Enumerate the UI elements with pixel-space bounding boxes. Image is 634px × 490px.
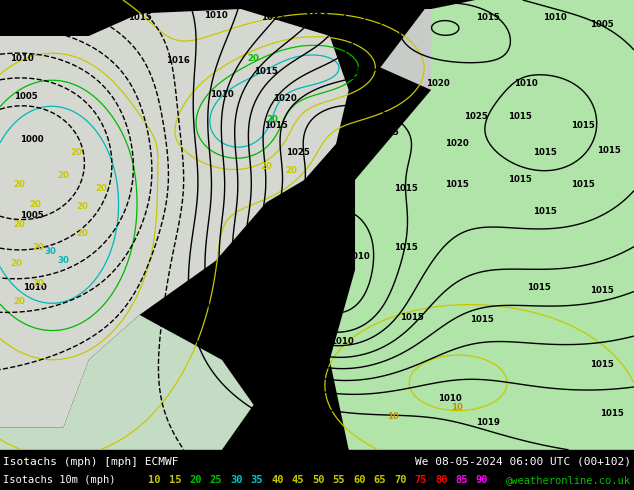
Text: 1015: 1015 [273,333,297,342]
Text: 20: 20 [96,184,107,194]
Polygon shape [330,0,634,450]
Text: 30: 30 [45,247,56,256]
Text: 1025: 1025 [286,148,310,157]
Text: 20: 20 [13,220,25,229]
Text: 1010: 1010 [438,393,462,403]
Text: 1010: 1010 [10,54,34,63]
Text: 1010: 1010 [204,11,228,20]
Text: 1020: 1020 [286,247,310,256]
Text: 1015: 1015 [533,148,557,157]
Text: 1020: 1020 [229,266,253,274]
Polygon shape [0,9,349,427]
Text: 20: 20 [32,279,44,288]
Text: 80: 80 [435,475,448,485]
Text: 1020: 1020 [330,216,354,225]
Text: 60: 60 [353,475,365,485]
Text: 30: 30 [230,475,242,485]
Text: 10: 10 [387,412,399,420]
Text: 1015: 1015 [400,313,424,321]
Text: 1030: 1030 [381,14,405,23]
Text: 30: 30 [58,256,69,266]
Text: 1015: 1015 [127,14,152,23]
Text: 1025: 1025 [330,180,354,189]
Text: 20: 20 [10,259,22,268]
Text: 1010: 1010 [346,252,370,261]
Text: 20: 20 [267,115,278,123]
Text: 20: 20 [70,148,82,157]
Text: 1015: 1015 [600,409,624,418]
Text: 1016: 1016 [165,56,190,65]
Text: 1000: 1000 [20,135,44,144]
Text: 1015: 1015 [470,315,494,324]
Text: 75: 75 [415,475,427,485]
Text: 1015: 1015 [394,243,418,252]
Text: 55: 55 [332,475,345,485]
Text: 1010: 1010 [305,14,329,23]
Text: 20: 20 [13,297,25,306]
Text: 1015: 1015 [26,23,50,31]
Text: 50: 50 [312,475,325,485]
Text: 1005: 1005 [20,211,44,220]
Text: 1015: 1015 [292,274,316,283]
Text: 20: 20 [261,162,272,171]
Text: 85: 85 [455,475,468,485]
Polygon shape [380,9,476,90]
Text: 1025: 1025 [267,202,291,211]
Text: 25: 25 [209,475,222,485]
Text: 1015: 1015 [597,146,621,155]
Text: 1015: 1015 [444,180,469,189]
Text: 1015: 1015 [254,68,278,76]
Text: 20: 20 [58,171,69,180]
Text: 1025: 1025 [343,68,367,76]
Text: 10: 10 [148,475,160,485]
Text: 1010: 1010 [514,79,538,88]
Text: 1019: 1019 [476,418,500,427]
Text: 1015: 1015 [571,122,595,130]
Text: 20: 20 [286,167,297,175]
Text: 1010: 1010 [543,14,567,23]
Text: 1015: 1015 [590,360,614,369]
Text: 10: 10 [451,403,462,412]
Text: 45: 45 [292,475,304,485]
Text: 1010: 1010 [210,90,234,99]
Text: 20: 20 [13,180,25,189]
Text: 20: 20 [189,475,202,485]
Text: 1020: 1020 [444,140,469,148]
Text: Isotachs 10m (mph): Isotachs 10m (mph) [3,475,115,485]
Text: 1015: 1015 [394,184,418,194]
Text: 1015: 1015 [508,112,532,122]
Text: 1020: 1020 [425,79,450,88]
Text: 20: 20 [29,200,41,209]
Text: We 08-05-2024 06:00 UTC (00+102): We 08-05-2024 06:00 UTC (00+102) [415,457,631,467]
Text: 1015: 1015 [571,180,595,189]
Text: 70: 70 [394,475,406,485]
Text: 1025: 1025 [463,112,488,122]
Text: 1020: 1020 [273,95,297,103]
Text: 90: 90 [476,475,489,485]
Text: 20: 20 [77,202,88,211]
Text: 20: 20 [32,243,44,252]
Text: 1010: 1010 [330,337,354,346]
Text: Isotachs (mph) [mph] ECMWF: Isotachs (mph) [mph] ECMWF [3,457,179,467]
Polygon shape [0,315,254,450]
Text: 65: 65 [373,475,386,485]
Text: 20: 20 [248,54,259,63]
Text: 15: 15 [169,475,181,485]
Text: 35: 35 [250,475,263,485]
Text: 1015: 1015 [533,207,557,216]
Text: 1015: 1015 [261,14,285,23]
Text: 20: 20 [77,229,88,239]
Text: 1015: 1015 [508,175,532,184]
Text: 1025: 1025 [375,128,399,137]
Text: 1015: 1015 [527,283,551,293]
Text: 1005: 1005 [13,92,37,101]
Text: 1015: 1015 [264,122,288,130]
Text: 1015: 1015 [476,14,500,23]
Text: 1015: 1015 [590,286,614,294]
Text: 1020: 1020 [311,306,335,315]
Text: 1005: 1005 [590,20,614,29]
Text: 1010: 1010 [23,283,47,293]
Text: 40: 40 [271,475,283,485]
Text: @weatheronline.co.uk: @weatheronline.co.uk [506,475,631,485]
